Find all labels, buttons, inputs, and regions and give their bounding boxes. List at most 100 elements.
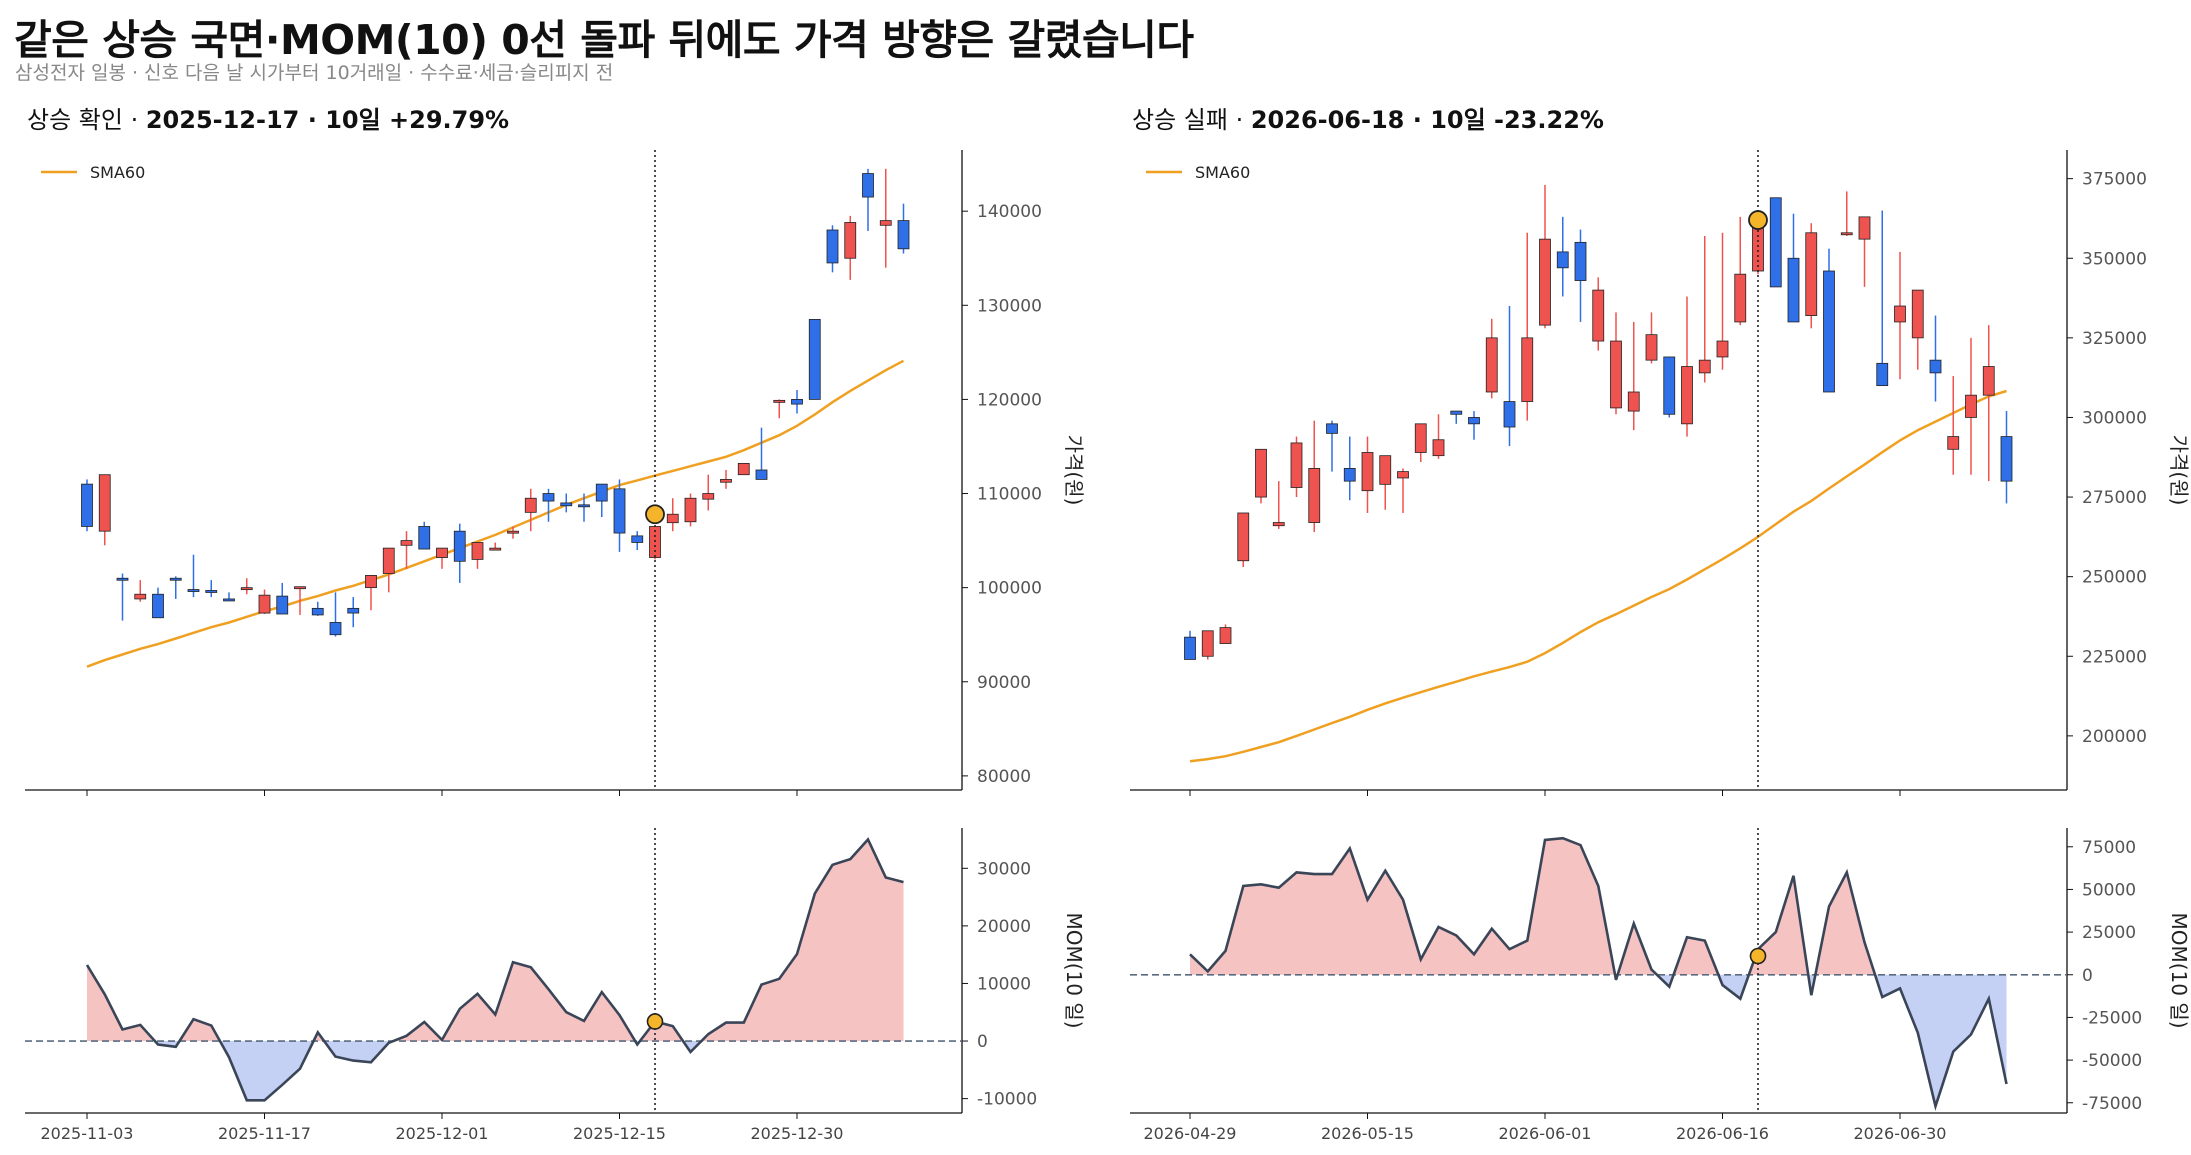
x-tick-label: 2025-12-15	[573, 1124, 666, 1143]
candle-body	[1237, 512, 1250, 562]
candle-body	[826, 229, 839, 264]
legend-sma60-label: SMA60	[1195, 163, 1250, 182]
candle-body	[524, 497, 537, 513]
x-tick-label: 2026-06-16	[1676, 1124, 1769, 1143]
candle-body	[720, 479, 732, 483]
sma60-line	[86, 359, 905, 668]
candle-body	[1681, 366, 1693, 425]
price-tick-label: 140000	[977, 202, 1042, 222]
candle-body	[152, 593, 164, 619]
panel-title-prefix: 상승 확인 ·	[27, 106, 146, 134]
candle-body	[879, 220, 892, 226]
candle-body	[666, 513, 679, 524]
mom-tick-label: 0	[977, 1032, 988, 1052]
price-y-axis-label: 가격(원)	[2167, 435, 2191, 506]
candle-body	[400, 540, 413, 546]
candle-body	[365, 575, 377, 589]
candle-body	[1894, 305, 1906, 323]
candle-body	[489, 547, 502, 551]
mom-tick-label: 0	[2082, 966, 2093, 986]
price-tick-label: 110000	[977, 485, 1042, 505]
candle-body	[1769, 197, 1782, 288]
price-tick-label: 80000	[977, 767, 1031, 787]
mom-line	[1189, 836, 2008, 1111]
candle-body	[1823, 270, 1835, 393]
panel-title: 상승 확인 · 2025-12-17 · 10일 +29.79%	[27, 106, 509, 134]
candle-body	[258, 594, 271, 614]
price-tick-label: 350000	[2082, 249, 2147, 269]
candle-body	[1432, 439, 1445, 457]
mom-positive-fill	[87, 839, 904, 1042]
mom-tick-label: 50000	[2082, 880, 2136, 900]
x-tick-label: 2026-06-01	[1499, 1124, 1592, 1143]
candle-body	[1290, 442, 1303, 488]
candle-body	[737, 463, 750, 476]
candle-body	[311, 607, 324, 616]
signal-marker-price	[1748, 210, 1768, 230]
candle-body	[1343, 468, 1356, 482]
candle-body	[1521, 337, 1534, 402]
price-tick-label: 300000	[2082, 408, 2147, 428]
page-subtitle: 삼성전자 일봉 · 신호 다음 날 시가부터 10거래일 · 수수료·세금·슬리…	[15, 62, 614, 84]
mom-tick-label: 25000	[2082, 923, 2136, 943]
mom-line	[85, 837, 904, 1102]
candle-body	[1858, 216, 1871, 240]
candle-body	[2000, 436, 2013, 482]
candle-body	[1485, 337, 1498, 393]
signal-marker-mom	[646, 1013, 664, 1030]
price-tick-label: 90000	[977, 673, 1031, 693]
candle-body	[1450, 410, 1463, 415]
mom-tick-label: -75000	[2082, 1094, 2142, 1114]
price-tick-label: 120000	[977, 390, 1042, 410]
candle-body	[276, 595, 289, 615]
candle-body	[1805, 232, 1818, 316]
mom-tick-label: 75000	[2082, 838, 2136, 858]
candle-body	[542, 493, 555, 502]
signal-marker-price	[645, 504, 665, 525]
chart-panel-2: 상승 실패 · 2026-06-18 · 10일 -23.22%	[1130, 106, 2073, 1119]
candle-body	[578, 504, 590, 508]
candle-body	[1468, 417, 1480, 425]
candle-body	[1397, 471, 1409, 479]
candle-body	[897, 220, 910, 250]
candle-body	[1184, 636, 1196, 660]
candle-body	[1539, 238, 1551, 326]
candle-body	[1627, 391, 1640, 412]
candle-body	[1255, 448, 1267, 498]
candle-body	[1556, 251, 1569, 269]
candle-body	[1308, 468, 1321, 523]
signal-marker-mom	[1749, 947, 1767, 965]
mom-tick-label: 20000	[977, 917, 1031, 937]
legend-sma60-label: SMA60	[90, 163, 145, 182]
candle-body	[1574, 241, 1587, 281]
candle-body	[1361, 452, 1374, 492]
chart-panel-1: 상승 확인 · 2025-12-17 · 10일 +29.79%	[25, 106, 968, 1119]
candle-body	[471, 542, 484, 560]
candle-body	[560, 502, 573, 507]
candle-body	[1929, 359, 1942, 374]
candle-body	[205, 590, 218, 593]
panel-title: 상승 실패 · 2026-06-18 · 10일 -23.22%	[1132, 106, 1604, 134]
candle-body	[808, 319, 821, 400]
price-tick-label: 200000	[2082, 727, 2147, 747]
candle-body	[382, 547, 395, 574]
candle-body	[240, 587, 253, 591]
mom-tick-label: -10000	[977, 1090, 1037, 1110]
mom-tick-label: 10000	[977, 974, 1031, 994]
candle-body	[187, 589, 200, 592]
candle-body	[98, 474, 111, 532]
candle-body	[1592, 289, 1605, 342]
mom-negative-fill	[154, 1041, 702, 1101]
price-tick-label: 375000	[2082, 170, 2147, 190]
candle-body	[418, 526, 431, 550]
candle-body	[1734, 273, 1747, 323]
candle-body	[81, 483, 93, 527]
candle-body	[595, 483, 608, 502]
candle-body	[1645, 334, 1658, 361]
price-tick-label: 275000	[2082, 488, 2147, 508]
x-tick-label: 2025-11-03	[41, 1124, 134, 1143]
candle-body	[684, 497, 697, 523]
price-y-axis-label: 가격(원)	[1062, 435, 1086, 506]
candle-body	[1787, 257, 1800, 323]
